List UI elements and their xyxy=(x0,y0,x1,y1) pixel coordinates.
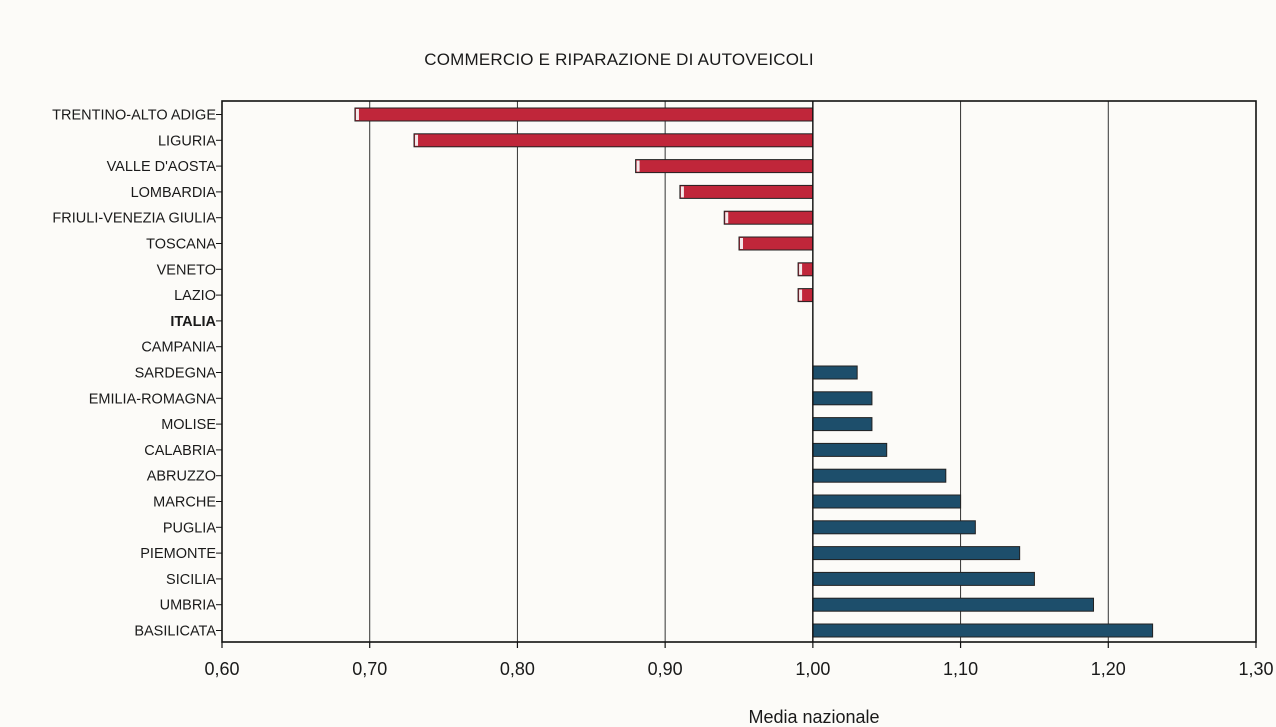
category-label: LAZIO xyxy=(174,288,216,304)
bar-end-highlight xyxy=(740,238,743,249)
bar xyxy=(724,211,813,224)
bar xyxy=(813,598,1094,611)
x-tick-label: 1,30 xyxy=(1238,659,1273,679)
bar xyxy=(680,185,813,198)
bar-end-highlight xyxy=(637,161,640,172)
category-label: TOSCANA xyxy=(146,237,216,253)
category-label: PUGLIA xyxy=(163,520,217,536)
bar xyxy=(813,366,857,379)
bar xyxy=(813,469,946,482)
category-label: MOLISE xyxy=(161,417,216,433)
grid-lines xyxy=(370,101,1109,642)
bar xyxy=(355,108,813,121)
bar xyxy=(813,418,872,431)
bar xyxy=(813,572,1035,585)
category-label: ITALIA xyxy=(170,314,216,330)
bar xyxy=(414,134,813,147)
x-tick-label: 0,60 xyxy=(204,659,239,679)
x-axis-label: Media nazionale xyxy=(748,707,879,727)
bar-end-highlight xyxy=(356,109,359,120)
bar xyxy=(813,495,961,508)
category-label: VENETO xyxy=(157,262,216,278)
category-label: ABRUZZO xyxy=(147,469,216,485)
bar xyxy=(813,547,1020,560)
category-label: BASILICATA xyxy=(134,624,216,640)
category-label: TRENTINO-ALTO ADIGE xyxy=(52,108,216,124)
bar-end-highlight xyxy=(725,212,728,223)
x-tick-label: 1,10 xyxy=(943,659,978,679)
x-tick-label: 1,00 xyxy=(795,659,830,679)
bar-end-highlight xyxy=(415,135,418,146)
category-label: VALLE D'AOSTA xyxy=(107,159,217,175)
bar-end-highlight xyxy=(681,186,684,197)
category-label: UMBRIA xyxy=(160,598,217,614)
bar xyxy=(813,392,872,405)
category-label: SICILIA xyxy=(166,572,216,588)
category-label: FRIULI-VENEZIA GIULIA xyxy=(52,211,216,227)
category-label: CAMPANIA xyxy=(141,340,216,356)
bar-end-highlight xyxy=(799,264,802,275)
bar xyxy=(739,237,813,250)
bar xyxy=(813,443,887,456)
category-label: SARDEGNA xyxy=(135,366,217,382)
category-label: CALABRIA xyxy=(144,443,216,459)
chart-title: COMMERCIO E RIPARAZIONE DI AUTOVEICOLI xyxy=(424,50,814,69)
category-labels: TRENTINO-ALTO ADIGE LIGURIA VALLE D'AOSTA L… xyxy=(52,108,222,640)
category-label: EMILIA-ROMAGNA xyxy=(89,391,217,407)
plot-frame xyxy=(222,101,1256,642)
x-tick-label: 0,70 xyxy=(352,659,387,679)
bar xyxy=(636,160,813,173)
bar xyxy=(813,624,1153,637)
x-tick-label: 0,90 xyxy=(648,659,683,679)
bar xyxy=(813,521,975,534)
category-label: LIGURIA xyxy=(158,133,216,149)
bars xyxy=(355,108,1153,637)
x-tick-labels: 0,60 0,70 0,80 0,90 1,00 1,10 1,20 1,30 xyxy=(204,642,1273,679)
category-label: MARCHE xyxy=(153,495,216,511)
x-tick-label: 1,20 xyxy=(1091,659,1126,679)
category-label: PIEMONTE xyxy=(140,546,216,562)
category-label: LOMBARDIA xyxy=(131,185,217,201)
plot-border xyxy=(222,101,1256,642)
bar-end-highlight xyxy=(799,290,802,301)
x-tick-label: 0,80 xyxy=(500,659,535,679)
